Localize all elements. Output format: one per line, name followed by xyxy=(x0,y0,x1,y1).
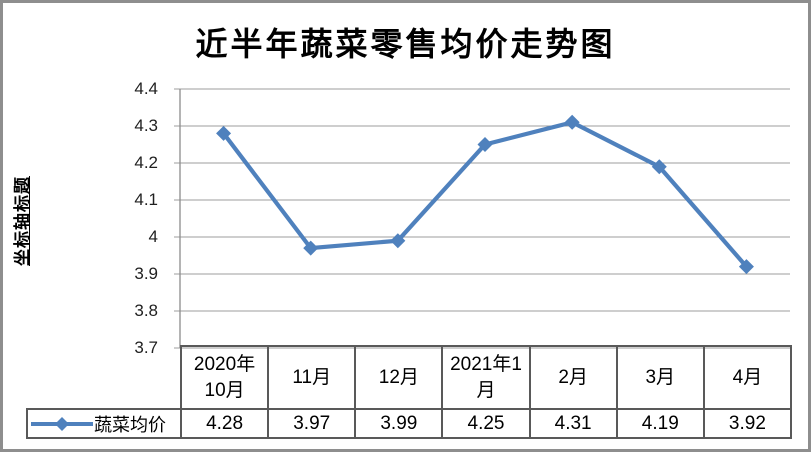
legend-series-label: 蔬菜均价 xyxy=(94,414,166,435)
category-header-cell: 2021年1月 xyxy=(441,347,528,408)
category-header-cell: 4月 xyxy=(702,347,790,408)
value-cell: 3.97 xyxy=(267,410,354,437)
category-header-cell: 11月 xyxy=(267,347,354,408)
y-tick-label: 4.4 xyxy=(134,79,158,98)
value-cell: 4.28 xyxy=(206,412,244,434)
data-table: 2020年10月 11月 12月 2021年1月 2月 3月 4月 蔬菜均价 4.28 3.9… xyxy=(26,345,792,439)
y-axis-title: 坐标轴标题 xyxy=(13,176,32,266)
value-cell: 4.31 xyxy=(528,410,616,437)
category-header-cell: 2月 xyxy=(528,347,616,408)
y-tick-label: 4.3 xyxy=(134,116,158,135)
category-header-row: 2020年10月 11月 12月 2021年1月 2月 3月 4月 xyxy=(180,345,792,408)
data-point-marker xyxy=(477,137,493,152)
category-header-cell: 2020年10月 xyxy=(193,353,256,401)
value-cell: 4.19 xyxy=(615,410,703,437)
y-tick-label: 3.8 xyxy=(134,301,158,320)
y-tick-label: 4.1 xyxy=(134,190,158,209)
plot-area xyxy=(174,88,790,349)
y-tick-label: 3.7 xyxy=(134,338,158,357)
y-tick-label: 4.2 xyxy=(134,153,158,172)
y-tick-label: 3.9 xyxy=(134,264,158,283)
value-cell: 4.25 xyxy=(441,410,528,437)
legend-cell: 蔬菜均价 xyxy=(28,410,182,437)
data-point-marker xyxy=(738,259,754,275)
series-values-row: 蔬菜均价 4.28 3.97 3.99 4.25 4.31 4.19 3.92 xyxy=(26,408,792,439)
category-header-cell: 3月 xyxy=(615,347,703,408)
chart-title: 近半年蔬菜零售均价走势图 xyxy=(195,26,616,62)
value-cell: 3.99 xyxy=(354,410,441,437)
y-tick-label: 4 xyxy=(148,227,158,246)
legend-line-marker-icon xyxy=(31,416,93,431)
data-point-marker xyxy=(390,233,406,249)
category-header-cell: 12月 xyxy=(354,347,441,408)
data-point-marker xyxy=(564,114,580,130)
value-cells: 4.28 3.97 3.99 4.25 4.31 4.19 3.92 xyxy=(182,410,790,437)
data-point-marker xyxy=(303,240,319,256)
value-cell: 3.92 xyxy=(702,410,790,437)
data-point-marker xyxy=(651,159,667,175)
